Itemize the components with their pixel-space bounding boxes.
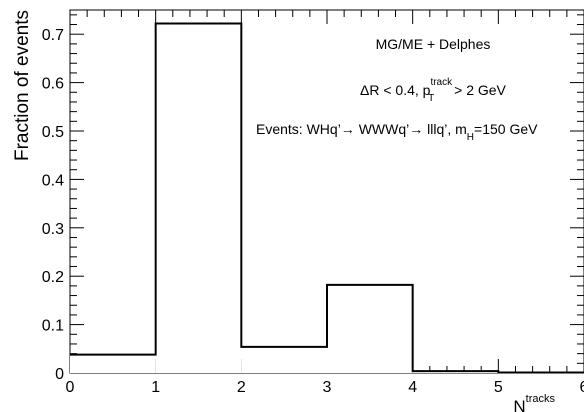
x-axis-label-sup: tracks — [526, 393, 556, 405]
annotation-cuts-sup: track — [430, 77, 453, 88]
histogram-bar — [70, 354, 156, 373]
x-tick-label: 6 — [580, 379, 584, 396]
y-tick-label: 0.2 — [42, 269, 64, 286]
annotation-process: Events: WHq’→ WWWq’→ lllq’, mH=150 GeV — [256, 121, 538, 143]
annotation-cuts: ΔR < 0.4, ptrack T > 2 GeV — [360, 77, 507, 104]
histogram-bar — [241, 346, 327, 373]
x-tick-label: 5 — [494, 379, 503, 396]
y-tick-label: 0.3 — [42, 221, 64, 238]
histogram-bars — [70, 23, 584, 373]
y-tick-label: 0 — [55, 366, 64, 383]
annotation-cuts-sub: T — [428, 93, 434, 104]
histogram-bar — [327, 284, 413, 373]
histogram-bar — [155, 23, 242, 373]
x-tick-label: 4 — [408, 379, 417, 396]
x-tick-label: 3 — [323, 379, 332, 396]
histogram-outline — [70, 22, 584, 374]
x-tick-label: 1 — [151, 379, 160, 396]
y-axis-label: Fraction of events — [12, 10, 33, 161]
x-axis-label-base: N — [513, 397, 525, 412]
y-tick-label: 0.1 — [42, 318, 64, 335]
x-tick-label: 2 — [237, 379, 246, 396]
y-tick-label: 0.5 — [42, 124, 64, 141]
annotation-generator: MG/ME + Delphes — [376, 36, 491, 52]
x-tick-label: 0 — [66, 379, 75, 396]
y-tick-label: 0.7 — [42, 27, 64, 44]
x-tick-labels: 0 1 2 3 4 5 6 — [66, 379, 584, 396]
annotation-process-sub: H — [467, 132, 474, 143]
y-tick-label: 0.6 — [42, 76, 64, 93]
y-tick-labels: 0 0.1 0.2 0.3 0.4 0.5 0.6 0.7 — [42, 27, 64, 383]
y-tick-label: 0.4 — [42, 172, 64, 189]
x-axis-label: Ntracks — [513, 393, 555, 412]
